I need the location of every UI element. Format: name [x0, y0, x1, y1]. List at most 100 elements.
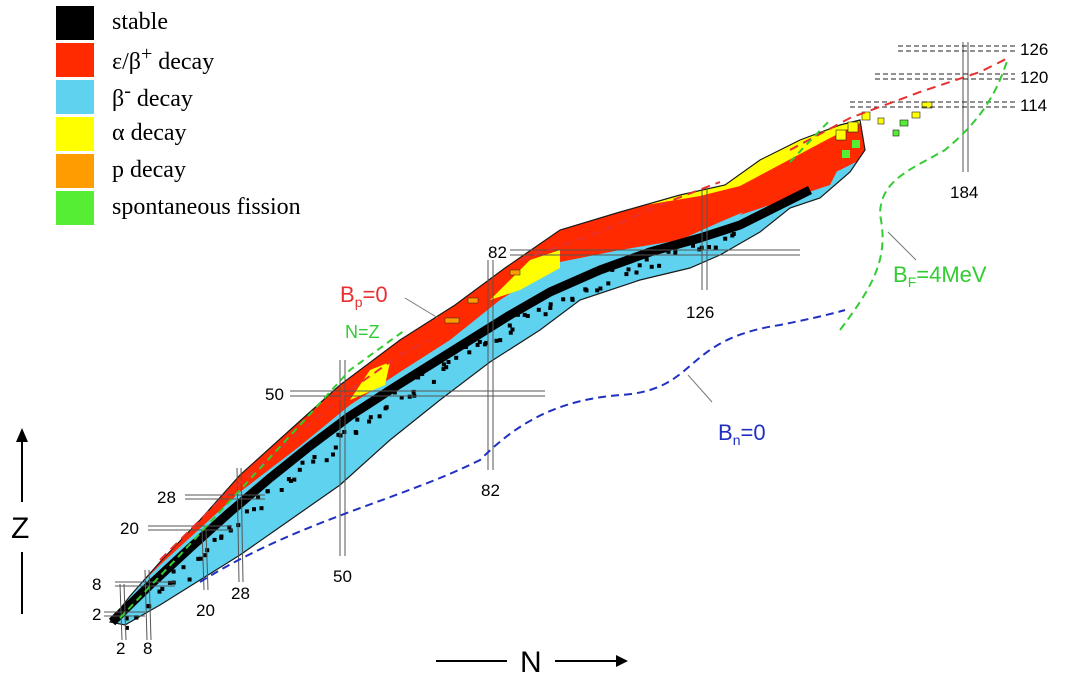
stable-isotope-cell [477, 339, 482, 344]
stable-isotope-cell [561, 297, 566, 302]
stable-isotope-cell [256, 495, 261, 500]
stable-isotope-cell [134, 615, 139, 620]
stable-isotope-cell [333, 445, 338, 450]
stable-isotope-cell [259, 506, 264, 511]
proton-dripline-low [159, 339, 431, 561]
stable-isotope-cell [610, 267, 615, 272]
stable-isotope-cell [691, 243, 695, 248]
stable-isotope-cell [383, 406, 388, 411]
stable-isotope-cell [730, 233, 735, 238]
stable-isotope-cell [205, 548, 210, 553]
magic-n-label: 126 [686, 303, 714, 322]
stable-isotope-cell [666, 249, 671, 254]
stable-isotope-cell [595, 288, 600, 293]
stable-isotope-cell [441, 362, 446, 367]
stable-isotope-cell [681, 242, 686, 247]
magic-z-label: 20 [120, 519, 139, 538]
legend-item-p-decay: p decay [56, 152, 301, 189]
stable-isotope-cell [377, 414, 382, 419]
stable-isotope-cell [227, 525, 232, 530]
stable-isotope-cell [507, 323, 512, 328]
stable-isotope-cell [637, 263, 642, 268]
stable-isotope-cell [446, 360, 451, 364]
stable-isotopes [124, 231, 736, 630]
magic-n-label: 50 [333, 567, 352, 586]
superheavy-island [835, 101, 933, 158]
stable-isotope-cell [187, 577, 192, 582]
stable-isotope-cell [475, 342, 480, 347]
stable-isotope-cell [367, 419, 372, 424]
magic-number-lines [104, 42, 969, 641]
legend-item-ec-beta-plus: ε/β+ decay [56, 41, 301, 78]
stable-isotope-cell [252, 507, 256, 512]
stable-isotope-cell [697, 247, 702, 252]
legend-label: ε/β+ decay [112, 43, 215, 75]
stable-isotope-cell [147, 604, 152, 609]
stable-isotope-cell [508, 330, 513, 335]
fission-barrier-label: BF=4MeV [893, 262, 987, 290]
stable-isotope-cell [626, 267, 631, 272]
stable-isotope-cell [644, 257, 649, 262]
magic-z-label: 2 [92, 605, 101, 624]
stable-isotope-cell [167, 580, 172, 585]
magic-z-label: 50 [265, 385, 284, 404]
stable-isotope-cell [297, 467, 302, 472]
n-axis: N [436, 646, 628, 675]
stable-isotope-cell [368, 415, 373, 420]
stable-isotope-cell [713, 245, 718, 250]
stable-isotope-cell [212, 537, 217, 542]
stable-isotope-cell [441, 367, 446, 371]
stable-isotope-cell [124, 625, 129, 630]
stable-isotope-cell [548, 306, 553, 310]
alpha-pocket [490, 250, 560, 300]
stable-isotope-cell [525, 314, 530, 318]
stable-isotope-cell [548, 302, 553, 307]
legend-label: spontaneous fission [112, 194, 301, 220]
stable-isotope-cell [219, 535, 224, 540]
magic-n-label: 28 [231, 584, 250, 603]
stable-isotope-cell [244, 509, 249, 514]
n-axis-label: N [520, 646, 542, 675]
stable-isotope-cell [634, 270, 639, 275]
stable-isotope-cell [411, 389, 416, 394]
legend-swatch [56, 116, 94, 151]
fission-barrier-line [839, 57, 1009, 331]
legend-item-stable: stable [56, 4, 301, 41]
legend-item-beta-minus: β- decay [56, 78, 301, 115]
stable-isotope-cell [331, 452, 335, 457]
stable-isotope-cell [312, 455, 317, 459]
legend-swatch [56, 190, 94, 225]
magic-z-label: 82 [488, 243, 507, 262]
stable-isotope-cell [467, 350, 472, 355]
legend: stable ε/β+ decay β- decay α decay p dec… [56, 4, 301, 226]
stable-isotope-cell [624, 272, 629, 277]
stable-isotope-cell [407, 394, 412, 399]
stable-isotope-cell [431, 379, 436, 384]
legend-swatch [56, 42, 94, 77]
magic-n-label: 82 [481, 481, 500, 500]
legend-swatch [56, 153, 94, 188]
stable-isotope-cell [707, 245, 711, 249]
stable-isotope-cell [444, 365, 449, 370]
stable-isotope-cell [286, 477, 291, 482]
stable-isotope-cell [723, 236, 728, 241]
magic-n-label: 184 [950, 183, 978, 202]
magic-z-label: 8 [92, 575, 101, 594]
stable-isotope-cell [598, 286, 603, 291]
magic-n-label: 20 [196, 601, 215, 620]
stable-isotope-cell [482, 342, 487, 347]
stable-isotope-cell [584, 288, 589, 293]
stable-isotope-cell [336, 432, 341, 437]
stable-isotope-cell [522, 312, 527, 317]
z-axis-label: Z [11, 512, 29, 545]
stable-isotope-cell [342, 430, 347, 434]
stable-isotope-cell [463, 345, 468, 349]
stable-isotope-cell [498, 338, 503, 343]
legend-label: p decay [112, 157, 186, 183]
legend-swatch [56, 79, 94, 114]
neutron-dripline-label: Bn=0 [718, 420, 766, 448]
legend-swatch [56, 5, 94, 40]
n-equals-z-label: N=Z [345, 322, 380, 342]
stable-isotope-cell [543, 312, 548, 317]
